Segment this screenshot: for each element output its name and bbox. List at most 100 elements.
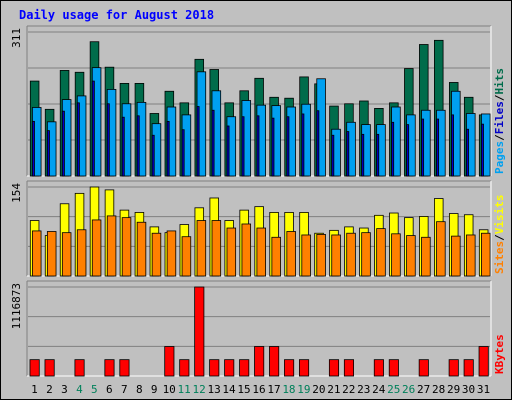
bar-kbytes-day-22 bbox=[343, 359, 355, 377]
bar-kbytes-day-27 bbox=[418, 359, 429, 377]
bar-kbytes-day-12 bbox=[194, 286, 205, 377]
bar-sites-day-30 bbox=[466, 234, 476, 277]
x-tick-label-day-6: 6 bbox=[106, 383, 113, 396]
legend-item-pages: Pages bbox=[493, 141, 506, 174]
bar-sites-day-7 bbox=[121, 217, 132, 277]
bar-pages-day-7 bbox=[121, 116, 125, 177]
x-tick-label-day-24: 24 bbox=[372, 383, 386, 396]
x-tick-label-day-4: 4 bbox=[76, 383, 83, 396]
bar-sites-day-13 bbox=[211, 220, 222, 277]
x-tick-label-day-9: 9 bbox=[151, 383, 158, 396]
x-tick-label-day-23: 23 bbox=[357, 383, 370, 396]
x-tick-label-day-3: 3 bbox=[61, 383, 68, 396]
bar-sites-day-18 bbox=[286, 231, 296, 277]
x-tick-label-day-25: 25 bbox=[387, 383, 400, 396]
bar-pages-day-13 bbox=[211, 109, 215, 177]
bar-pages-day-12 bbox=[196, 106, 200, 177]
bar-kbytes-day-25 bbox=[388, 359, 399, 377]
bar-pages-day-8 bbox=[136, 115, 140, 177]
bar-pages-day-26 bbox=[406, 124, 410, 177]
bar-kbytes-day-24 bbox=[373, 359, 384, 377]
bar-pages-day-25 bbox=[391, 121, 395, 177]
x-tick-label-day-1: 1 bbox=[31, 383, 38, 396]
panel-kbytes: 1116873 KBytes bbox=[10, 280, 506, 377]
bar-sites-day-3 bbox=[61, 232, 72, 277]
x-tick-label-day-11: 11 bbox=[178, 383, 191, 396]
bar-sites-day-5 bbox=[91, 219, 102, 277]
bar-pages-day-3 bbox=[61, 110, 65, 177]
bar-pages-day-10 bbox=[166, 120, 170, 177]
bar-kbytes-day-11 bbox=[179, 359, 190, 377]
bar-sites-day-17 bbox=[271, 236, 281, 277]
bar-pages-day-29 bbox=[451, 114, 454, 177]
bar-sites-day-6 bbox=[106, 215, 117, 277]
bar-sites-day-10 bbox=[166, 230, 177, 277]
x-tick-label-day-2: 2 bbox=[46, 383, 53, 396]
bar-kbytes-day-16 bbox=[254, 346, 265, 377]
panel-kbytes-legend-text: KBytes bbox=[493, 334, 506, 374]
x-tick-label-day-22: 22 bbox=[342, 383, 355, 396]
x-tick-label-day-10: 10 bbox=[163, 383, 176, 396]
x-tick-label-day-19: 19 bbox=[297, 383, 310, 396]
bar-pages-day-15 bbox=[241, 116, 245, 177]
legend-item-visits: Visits bbox=[493, 195, 506, 235]
bar-sites-day-31 bbox=[481, 232, 491, 277]
bar-pages-day-28 bbox=[436, 118, 440, 177]
bar-sites-day-20 bbox=[316, 233, 326, 277]
bar-kbytes-day-7 bbox=[119, 359, 130, 377]
legend-item-files: Files bbox=[493, 101, 506, 134]
legend-item-hits: Hits bbox=[493, 68, 506, 95]
bar-sites-day-22 bbox=[346, 232, 356, 277]
bar-kbytes-day-2 bbox=[44, 359, 55, 377]
bar-sites-day-1 bbox=[31, 230, 42, 277]
bar-pages-day-11 bbox=[181, 129, 185, 177]
bar-sites-day-21 bbox=[331, 234, 341, 277]
bar-pages-day-31 bbox=[481, 123, 484, 177]
x-axis-labels: 1 2 3 4 5 6 7 8 9 10 11 12 13 14 15 16 17 18 19 20 21 22 23 24 2… bbox=[31, 383, 490, 396]
bar-kbytes-day-31 bbox=[478, 346, 489, 377]
bar-sites-day-4 bbox=[76, 229, 87, 277]
x-tick-label-day-15: 15 bbox=[237, 383, 250, 396]
bar-sites-day-8 bbox=[136, 221, 147, 277]
panel-hits-max-label: 311 bbox=[10, 28, 23, 48]
x-tick-label-day-21: 21 bbox=[327, 383, 340, 396]
bar-kbytes-day-15 bbox=[239, 359, 250, 377]
bar-pages-day-18 bbox=[286, 116, 290, 177]
x-tick-label-day-13: 13 bbox=[207, 383, 220, 396]
panel-visits-legend: Sites/Visits bbox=[493, 195, 506, 275]
bar-sites-day-12 bbox=[196, 220, 207, 277]
bar-sites-day-28 bbox=[436, 221, 446, 277]
x-tick-label-day-17: 17 bbox=[267, 383, 280, 396]
legend-item-kbytes: KBytes bbox=[493, 334, 506, 374]
bar-pages-day-19 bbox=[301, 113, 305, 177]
x-tick-label-day-27: 27 bbox=[417, 383, 430, 396]
panel-kbytes-legend: KBytes bbox=[493, 334, 506, 374]
bar-sites-day-2 bbox=[46, 231, 57, 277]
x-tick-label-day-8: 8 bbox=[136, 383, 143, 396]
bar-sites-day-25 bbox=[391, 233, 401, 277]
bar-sites-day-26 bbox=[406, 235, 416, 277]
panel-hits-legend-text: Pages/Files/Hits bbox=[493, 68, 506, 174]
x-tick-label-day-14: 14 bbox=[222, 383, 236, 396]
chart-title: Daily usage for August 2018 bbox=[19, 8, 214, 22]
panel-visits-max-label: 154 bbox=[10, 183, 23, 203]
bar-kbytes-day-17 bbox=[269, 346, 280, 377]
bar-sites-day-19 bbox=[301, 234, 311, 277]
panel-visits: 154 Sites/Visits bbox=[10, 180, 506, 277]
bar-pages-day-17 bbox=[271, 117, 275, 177]
panel-kbytes-max-label: 1116873 bbox=[10, 283, 23, 329]
bar-sites-day-14 bbox=[226, 227, 237, 277]
bar-sites-day-29 bbox=[451, 235, 461, 277]
bar-sites-day-24 bbox=[376, 228, 386, 277]
bar-pages-day-16 bbox=[256, 115, 260, 177]
legend-separator: / bbox=[493, 94, 506, 101]
bar-pages-day-30 bbox=[466, 128, 469, 177]
x-tick-label-day-26: 26 bbox=[402, 383, 415, 396]
x-tick-label-day-31: 31 bbox=[477, 383, 490, 396]
bar-sites-day-23 bbox=[361, 232, 371, 277]
x-tick-label-day-12: 12 bbox=[193, 383, 206, 396]
bar-kbytes-day-29 bbox=[448, 359, 459, 377]
bar-pages-day-2 bbox=[46, 130, 50, 177]
